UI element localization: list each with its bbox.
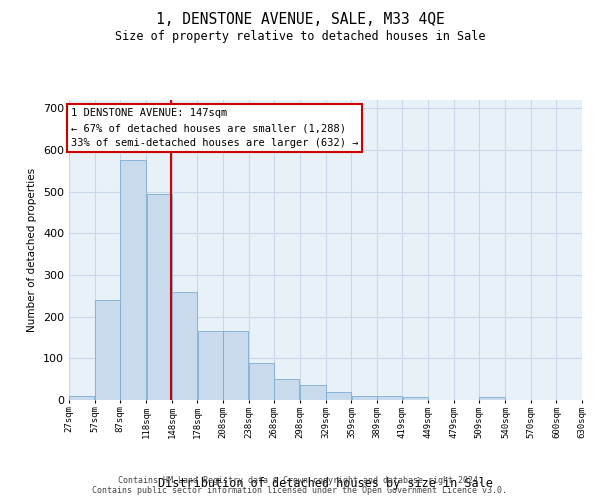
X-axis label: Distribution of detached houses by size in Sale: Distribution of detached houses by size … (158, 476, 493, 490)
Bar (479, 396, 505, 400)
Text: Size of property relative to detached houses in Sale: Size of property relative to detached ho… (115, 30, 485, 43)
Bar (326, 392, 351, 400)
Bar (198, 331, 223, 400)
Bar (95, 300, 120, 400)
Text: 1, DENSTONE AVENUE, SALE, M33 4QE: 1, DENSTONE AVENUE, SALE, M33 4QE (155, 12, 445, 28)
Bar (121, 160, 146, 400)
Bar (70, 396, 94, 400)
Bar (274, 379, 299, 400)
Bar (147, 194, 172, 400)
Bar (249, 362, 274, 400)
Bar (352, 396, 377, 400)
Bar (300, 386, 326, 400)
Bar (403, 396, 428, 400)
Bar (172, 292, 197, 400)
Bar (377, 396, 402, 400)
Y-axis label: Number of detached properties: Number of detached properties (28, 168, 37, 332)
Text: Contains HM Land Registry data © Crown copyright and database right 2024.: Contains HM Land Registry data © Crown c… (118, 476, 482, 485)
Bar (223, 331, 248, 400)
Text: 1 DENSTONE AVENUE: 147sqm
← 67% of detached houses are smaller (1,288)
33% of se: 1 DENSTONE AVENUE: 147sqm ← 67% of detac… (71, 108, 358, 148)
Text: Contains public sector information licensed under the Open Government Licence v3: Contains public sector information licen… (92, 486, 508, 495)
